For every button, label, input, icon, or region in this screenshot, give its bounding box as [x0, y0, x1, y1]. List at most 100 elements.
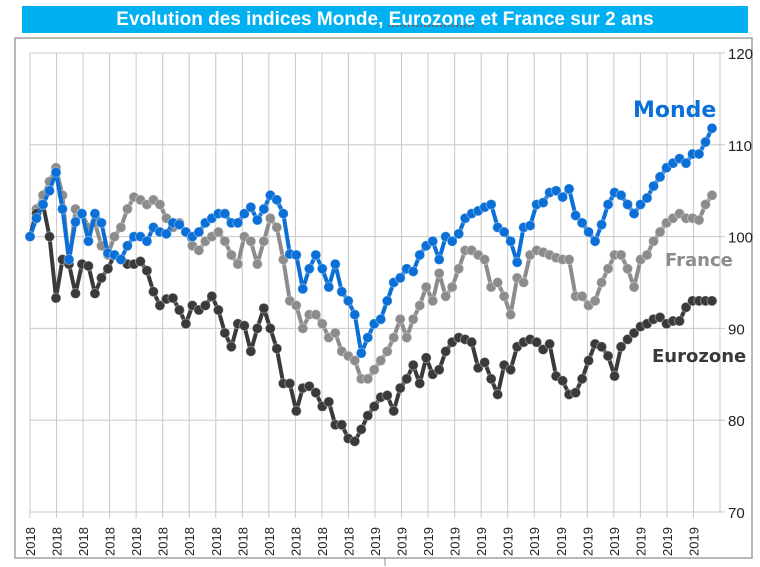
x-tick-label: 2019: [527, 527, 542, 556]
data-point-eurozone: [615, 341, 627, 353]
data-point-france: [108, 231, 120, 243]
data-point-monde: [485, 198, 497, 210]
data-point-monde: [700, 136, 712, 148]
data-point-monde: [290, 249, 302, 261]
data-point-france: [427, 295, 439, 307]
data-point-eurozone: [706, 295, 718, 307]
data-point-monde: [63, 254, 75, 266]
data-point-eurozone: [583, 355, 595, 367]
data-point-monde: [641, 192, 653, 204]
data-point-france: [706, 189, 718, 201]
data-point-france: [641, 249, 653, 261]
data-point-monde: [258, 203, 270, 215]
y-tick-label: 120: [728, 46, 753, 63]
series-label-eurozone: Eurozone: [652, 346, 746, 367]
data-point-france: [453, 263, 465, 275]
data-point-eurozone: [531, 336, 543, 348]
y-tick-label: 70: [728, 505, 745, 522]
x-tick-label: 2018: [156, 527, 171, 556]
data-point-eurozone: [303, 380, 315, 392]
data-point-eurozone: [557, 375, 569, 387]
plot-frame: [14, 37, 753, 559]
data-point-monde: [355, 347, 367, 359]
data-point-monde: [43, 185, 55, 197]
data-point-france: [615, 249, 627, 261]
y-tick-label: 100: [728, 230, 753, 247]
data-point-monde: [505, 235, 517, 247]
data-point-monde: [615, 189, 627, 201]
data-point-eurozone: [245, 345, 257, 357]
data-point-monde: [427, 235, 439, 247]
data-point-monde: [297, 283, 309, 295]
data-point-monde: [583, 226, 595, 238]
data-point-eurozone: [50, 292, 62, 304]
data-point-monde: [24, 231, 36, 243]
data-point-eurozone: [394, 382, 406, 394]
data-point-eurozone: [368, 400, 380, 412]
data-point-france: [277, 254, 289, 266]
x-tick-label: 2018: [209, 527, 224, 556]
data-point-eurozone: [212, 304, 224, 316]
data-point-eurozone: [43, 231, 55, 243]
data-point-france: [407, 313, 419, 325]
data-point-monde: [563, 183, 575, 195]
data-point-france: [362, 373, 374, 385]
chart-title: Evolution des indices Monde, Eurozone et…: [22, 6, 748, 33]
data-point-monde: [557, 191, 569, 203]
data-point-monde: [160, 228, 172, 240]
data-point-eurozone: [219, 327, 231, 339]
data-point-eurozone: [505, 364, 517, 376]
data-point-france: [232, 258, 244, 270]
data-point-monde: [349, 309, 361, 321]
data-point-monde: [76, 208, 88, 220]
data-point-monde: [115, 254, 127, 266]
data-point-monde: [407, 265, 419, 277]
x-tick-label: 2018: [235, 527, 250, 556]
data-point-monde: [336, 286, 348, 298]
data-point-monde: [654, 171, 666, 183]
data-point-eurozone: [199, 299, 211, 311]
data-point-monde: [589, 235, 601, 247]
data-point-france: [414, 299, 426, 311]
data-point-eurozone: [654, 311, 666, 323]
series-label-france: France: [665, 250, 733, 271]
data-point-france: [388, 332, 400, 344]
data-point-france: [518, 277, 530, 288]
data-point-monde: [238, 208, 250, 220]
data-point-france: [596, 277, 608, 288]
data-point-france: [193, 244, 205, 256]
x-tick-label: 2019: [501, 527, 516, 556]
data-point-france: [154, 198, 166, 210]
data-point-eurozone: [414, 377, 426, 389]
data-point-france: [394, 313, 406, 325]
data-point-eurozone: [609, 370, 621, 382]
x-tick-label: 2018: [23, 527, 38, 556]
data-point-monde: [323, 281, 335, 293]
data-point-eurozone: [407, 359, 419, 371]
data-point-monde: [596, 219, 608, 231]
data-point-eurozone: [238, 320, 250, 332]
data-point-france: [316, 318, 328, 330]
data-point-monde: [193, 226, 205, 238]
data-point-eurozone: [141, 265, 153, 277]
data-point-monde: [570, 209, 582, 221]
data-point-france: [368, 364, 380, 376]
data-point-france: [264, 212, 276, 224]
x-tick-label: 2018: [103, 527, 118, 556]
x-tick-label: 2019: [448, 527, 463, 556]
data-point-monde: [446, 235, 458, 247]
data-point-monde: [121, 240, 133, 252]
data-point-eurozone: [82, 260, 94, 272]
data-point-france: [602, 263, 614, 275]
series-label-monde: Monde: [633, 98, 716, 123]
data-point-monde: [362, 332, 374, 344]
data-point-eurozone: [271, 343, 283, 355]
data-point-eurozone: [147, 286, 159, 298]
x-tick-label: 2018: [315, 527, 330, 556]
data-point-france: [219, 235, 231, 247]
title-part-underlined: Eurozone: [388, 9, 476, 30]
data-point-eurozone: [401, 373, 413, 385]
data-point-eurozone: [310, 387, 322, 399]
data-point-monde: [251, 214, 263, 226]
x-tick-label: 2018: [76, 527, 91, 556]
